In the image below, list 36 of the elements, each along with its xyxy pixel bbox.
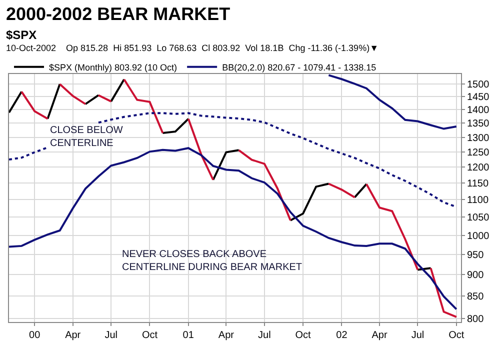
- y-tick-label: 1400: [467, 105, 490, 116]
- x-tick-label: Oct: [448, 330, 464, 341]
- y-tick-label: 1250: [467, 147, 490, 158]
- chart-subtitle: $SPX: [6, 28, 37, 42]
- y-tick-label: 950: [467, 250, 484, 261]
- legend-label: BB(20,2.0) 820.67 - 1079.41 - 1338.15: [222, 62, 376, 72]
- x-tick-label: Apr: [218, 330, 235, 341]
- text: 10-Oct-2002 Op 815.28 Hi 851.93 Lo 768.63 Cl 803.92 Vol 18.1B Chg -11.36 (-1.39%)▼: [6, 43, 378, 53]
- legend-label: $SPX (Monthly) 803.92 (10 Oct): [49, 62, 178, 72]
- annotation: CLOSE BELOW CENTERLINE: [50, 125, 124, 149]
- y-tick-label: 1050: [467, 212, 490, 224]
- y-tick-label: 1000: [467, 230, 490, 242]
- x-tick-label: Jul: [104, 330, 118, 341]
- y-tick-label: 1300: [467, 132, 490, 144]
- line-series: [328, 74, 458, 130]
- y-tick-label: 1500: [467, 79, 490, 90]
- x-tick-label: 02: [336, 330, 348, 341]
- y-tick-label: 1450: [467, 92, 490, 103]
- x-tick-label: 01: [182, 330, 194, 341]
- y-tick-label: 800: [467, 314, 484, 326]
- y-tick-label: 850: [467, 292, 484, 303]
- y-tick-label: 1100: [467, 195, 489, 206]
- x-tick-label: Apr: [65, 330, 82, 341]
- x-tick-label: Oct: [142, 330, 158, 341]
- y-tick-label: 1200: [467, 162, 490, 174]
- x-tick-label: Jul: [411, 330, 424, 341]
- line-series: [9, 147, 458, 310]
- x-tick-label: 00: [29, 330, 41, 341]
- chart-title: 2000-2002 BEAR MARKET: [6, 4, 230, 24]
- x-tick-label: Apr: [372, 330, 388, 341]
- y-tick-label: 1150: [467, 178, 489, 190]
- annotation: NEVER CLOSES BACK ABOVE CENTERLINE DURING BEAR MARKET: [122, 249, 302, 273]
- y-tick-label: 900: [467, 270, 484, 282]
- x-tick-label: Jul: [258, 330, 271, 341]
- y-tick-label: 1350: [467, 118, 490, 130]
- x-tick-label: Oct: [295, 330, 312, 341]
